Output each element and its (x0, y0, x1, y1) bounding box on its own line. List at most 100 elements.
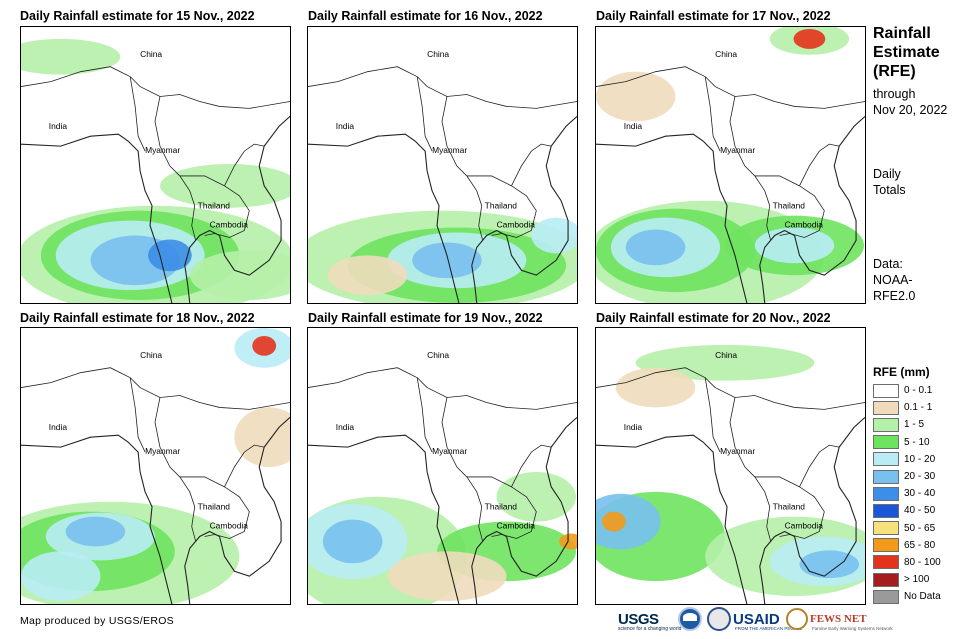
rainfall-area (21, 38, 121, 75)
rainfall-area (322, 519, 383, 564)
rainfall-area (496, 471, 577, 522)
legend-label: 10 - 20 (904, 453, 936, 465)
country-label-china: China (427, 350, 449, 360)
rfe-legend: 0 - 0.1 0.1 - 1 1 - 5 5 - 10 10 - 20 20 - 30 3… (873, 382, 941, 605)
legend-item: 10 - 20 (873, 451, 941, 468)
panel-title-1: Daily Rainfall estimate for 15 Nov., 202… (20, 9, 255, 23)
country-borders (308, 367, 577, 542)
rainfall-area (252, 335, 277, 356)
rainfall-map-1: China India Myanmar Thailand Cambodia (20, 26, 291, 304)
country-borders (308, 66, 577, 241)
legend-label: 80 - 100 (904, 556, 941, 568)
country-label-india: India (336, 422, 355, 432)
rainfall-area (635, 344, 815, 381)
legend-item: 50 - 65 (873, 520, 941, 537)
legend-label: 5 - 10 (904, 436, 930, 448)
country-label-cambodia: Cambodia (785, 220, 824, 230)
country-label-china: China (427, 49, 449, 59)
country-label-cambodia: Cambodia (497, 521, 536, 531)
usaid-wordmark: USAID (733, 610, 780, 628)
rainfall-area (596, 493, 661, 550)
legend-item: 1 - 5 (873, 416, 941, 433)
rainfall-area (596, 71, 676, 122)
country-label-thailand: Thailand (485, 502, 518, 512)
totals-line2: Totals (873, 183, 906, 197)
legend-swatch (873, 503, 899, 518)
usgs-logo: USGS science for a changing world (618, 606, 681, 633)
data-source-line3: RFE2.0 (873, 289, 916, 303)
country-label-cambodia: Cambodia (210, 521, 249, 531)
rainfall-area (799, 550, 860, 579)
fewsnet-seal-icon (786, 608, 808, 630)
rainfall-map-svg: China India Myanmar Thailand Cambodia (308, 49, 577, 303)
legend-item: 80 - 100 (873, 554, 941, 571)
rainfall-area (148, 239, 192, 272)
rainfall-area (412, 242, 482, 279)
country-label-thailand: Thailand (198, 201, 231, 211)
legend-item: > 100 (873, 571, 941, 588)
legend-label: 50 - 65 (904, 522, 936, 534)
rainfall-map-svg: China India Myanmar Thailand Cambodia (21, 328, 290, 604)
fewsnet-wordmark: FEWS NET (810, 613, 867, 625)
coastline (308, 416, 577, 604)
country-borders (21, 367, 290, 542)
country-label-india: India (49, 121, 68, 131)
country-borders (21, 66, 290, 241)
legend-swatch (873, 435, 899, 450)
map-credit: Map produced by USGS/EROS (20, 615, 174, 627)
coastline (308, 115, 577, 303)
country-label-myanmar: Myanmar (145, 446, 180, 456)
country-label-myanmar: Myanmar (432, 446, 467, 456)
rainfall-map-svg: China India Myanmar Thailand Cambodia (596, 344, 865, 604)
legend-swatch (873, 452, 899, 467)
rainfall-map-svg: China India Myanmar Thailand Cambodia (308, 350, 577, 604)
country-label-cambodia: Cambodia (497, 220, 536, 230)
coastline (596, 115, 865, 303)
country-label-china: China (715, 49, 737, 59)
rfe-heading-line2: Estimate (873, 44, 940, 61)
totals-label: Daily Totals (873, 166, 906, 198)
rainfall-area (754, 227, 835, 264)
country-label-india: India (336, 121, 355, 131)
legend-swatch (873, 383, 899, 398)
through-label: through (873, 87, 916, 101)
coastline (596, 416, 865, 604)
country-label-myanmar: Myanmar (720, 446, 755, 456)
fewsnet-tagline: Famine Early Warning Systems Network (812, 626, 893, 631)
data-source-line1: Data: (873, 257, 903, 271)
usaid-tagline: FROM THE AMERICAN PEOPLE (735, 626, 803, 631)
legend-label: 65 - 80 (904, 539, 936, 551)
rainfall-area (793, 28, 826, 49)
country-borders (596, 66, 865, 241)
country-label-thailand: Thailand (485, 201, 518, 211)
legend-label: No Data (904, 591, 941, 603)
panel-title-3: Daily Rainfall estimate for 17 Nov., 202… (596, 9, 831, 23)
legend-item: 20 - 30 (873, 468, 941, 485)
rfe-heading-line1: Rainfall (873, 25, 931, 42)
country-label-thailand: Thailand (773, 502, 806, 512)
legend-item: 0.1 - 1 (873, 399, 941, 416)
rainfall-area (65, 516, 126, 547)
seal-logo-icon (707, 607, 731, 631)
rainfall-area (21, 551, 101, 602)
rainfall-map-2: China India Myanmar Thailand Cambodia (307, 26, 578, 304)
country-label-china: China (140, 49, 162, 59)
rfe-heading-line3: (RFE) (873, 63, 916, 80)
country-label-cambodia: Cambodia (785, 521, 824, 531)
legend-label: 1 - 5 (904, 419, 925, 431)
legend-swatch (873, 521, 899, 536)
legend-swatch (873, 469, 899, 484)
usgs-tagline: science for a changing world (618, 626, 682, 632)
legend-item: No Data (873, 588, 941, 605)
totals-line1: Daily (873, 167, 901, 181)
rainfall-map-5: China India Myanmar Thailand Cambodia (307, 327, 578, 605)
country-label-thailand: Thailand (198, 502, 231, 512)
country-label-thailand: Thailand (773, 201, 806, 211)
country-label-india: India (49, 422, 68, 432)
legend-label: > 100 (904, 574, 930, 586)
country-label-cambodia: Cambodia (210, 220, 249, 230)
legend-title: RFE (mm) (873, 365, 930, 379)
rainfall-map-4: China India Myanmar Thailand Cambodia (20, 327, 291, 605)
legend-item: 5 - 10 (873, 434, 941, 451)
legend-swatch (873, 572, 899, 587)
